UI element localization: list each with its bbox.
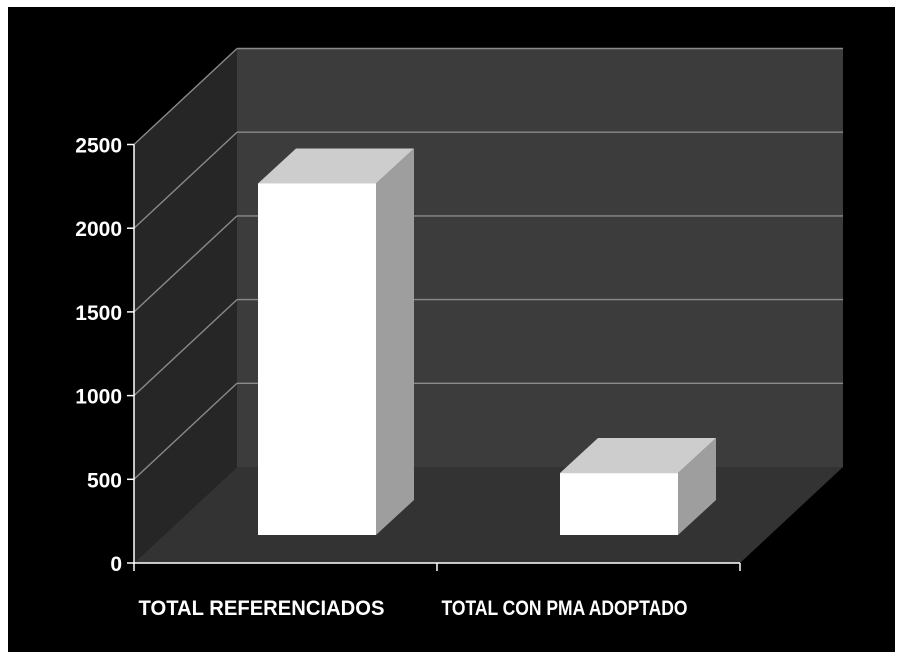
bar-top-1 [560,438,716,474]
y-tick-label-1: 500 [87,469,122,492]
category-label-0: TOTAL REFERENCIADOS [139,597,385,620]
chart-side-wall [134,48,237,563]
y-tick-label-2: 1000 [75,386,122,409]
gridline-diagonal-5 [133,47,238,146]
chart-floor [134,467,843,563]
bar-side-0 [376,148,414,535]
y-tick-label-0: 0 [110,553,122,576]
bar-chart: 0 500 1000 1500 2000 2500 TOTAL REFERENCIADOS… [75,47,843,620]
y-tick-label-4: 2000 [75,218,122,241]
bars [258,148,716,535]
gridline-diagonal-4 [133,131,238,229]
bar-top-0 [258,148,414,184]
bar-side-1 [678,438,716,535]
y-tick-label-5: 2500 [75,135,122,158]
gridline-diagonal-2 [133,299,238,397]
bar-0 [258,183,376,535]
bar-1 [560,473,678,535]
y-tick-label-3: 1500 [75,302,122,325]
gridline-diagonal-3 [133,215,238,313]
axes [127,143,741,571]
category-labels: TOTAL REFERENCIADOS TOTAL CON PMA ADOPTAD… [139,597,688,620]
chart-frame: 0 500 1000 1500 2000 2500 TOTAL REFERENCIADOS… [8,7,895,652]
category-label-1: TOTAL CON PMA ADOPTADO [442,597,688,620]
gridline-diagonal-1 [133,382,238,480]
y-tick-labels: 0 500 1000 1500 2000 2500 [75,135,122,577]
